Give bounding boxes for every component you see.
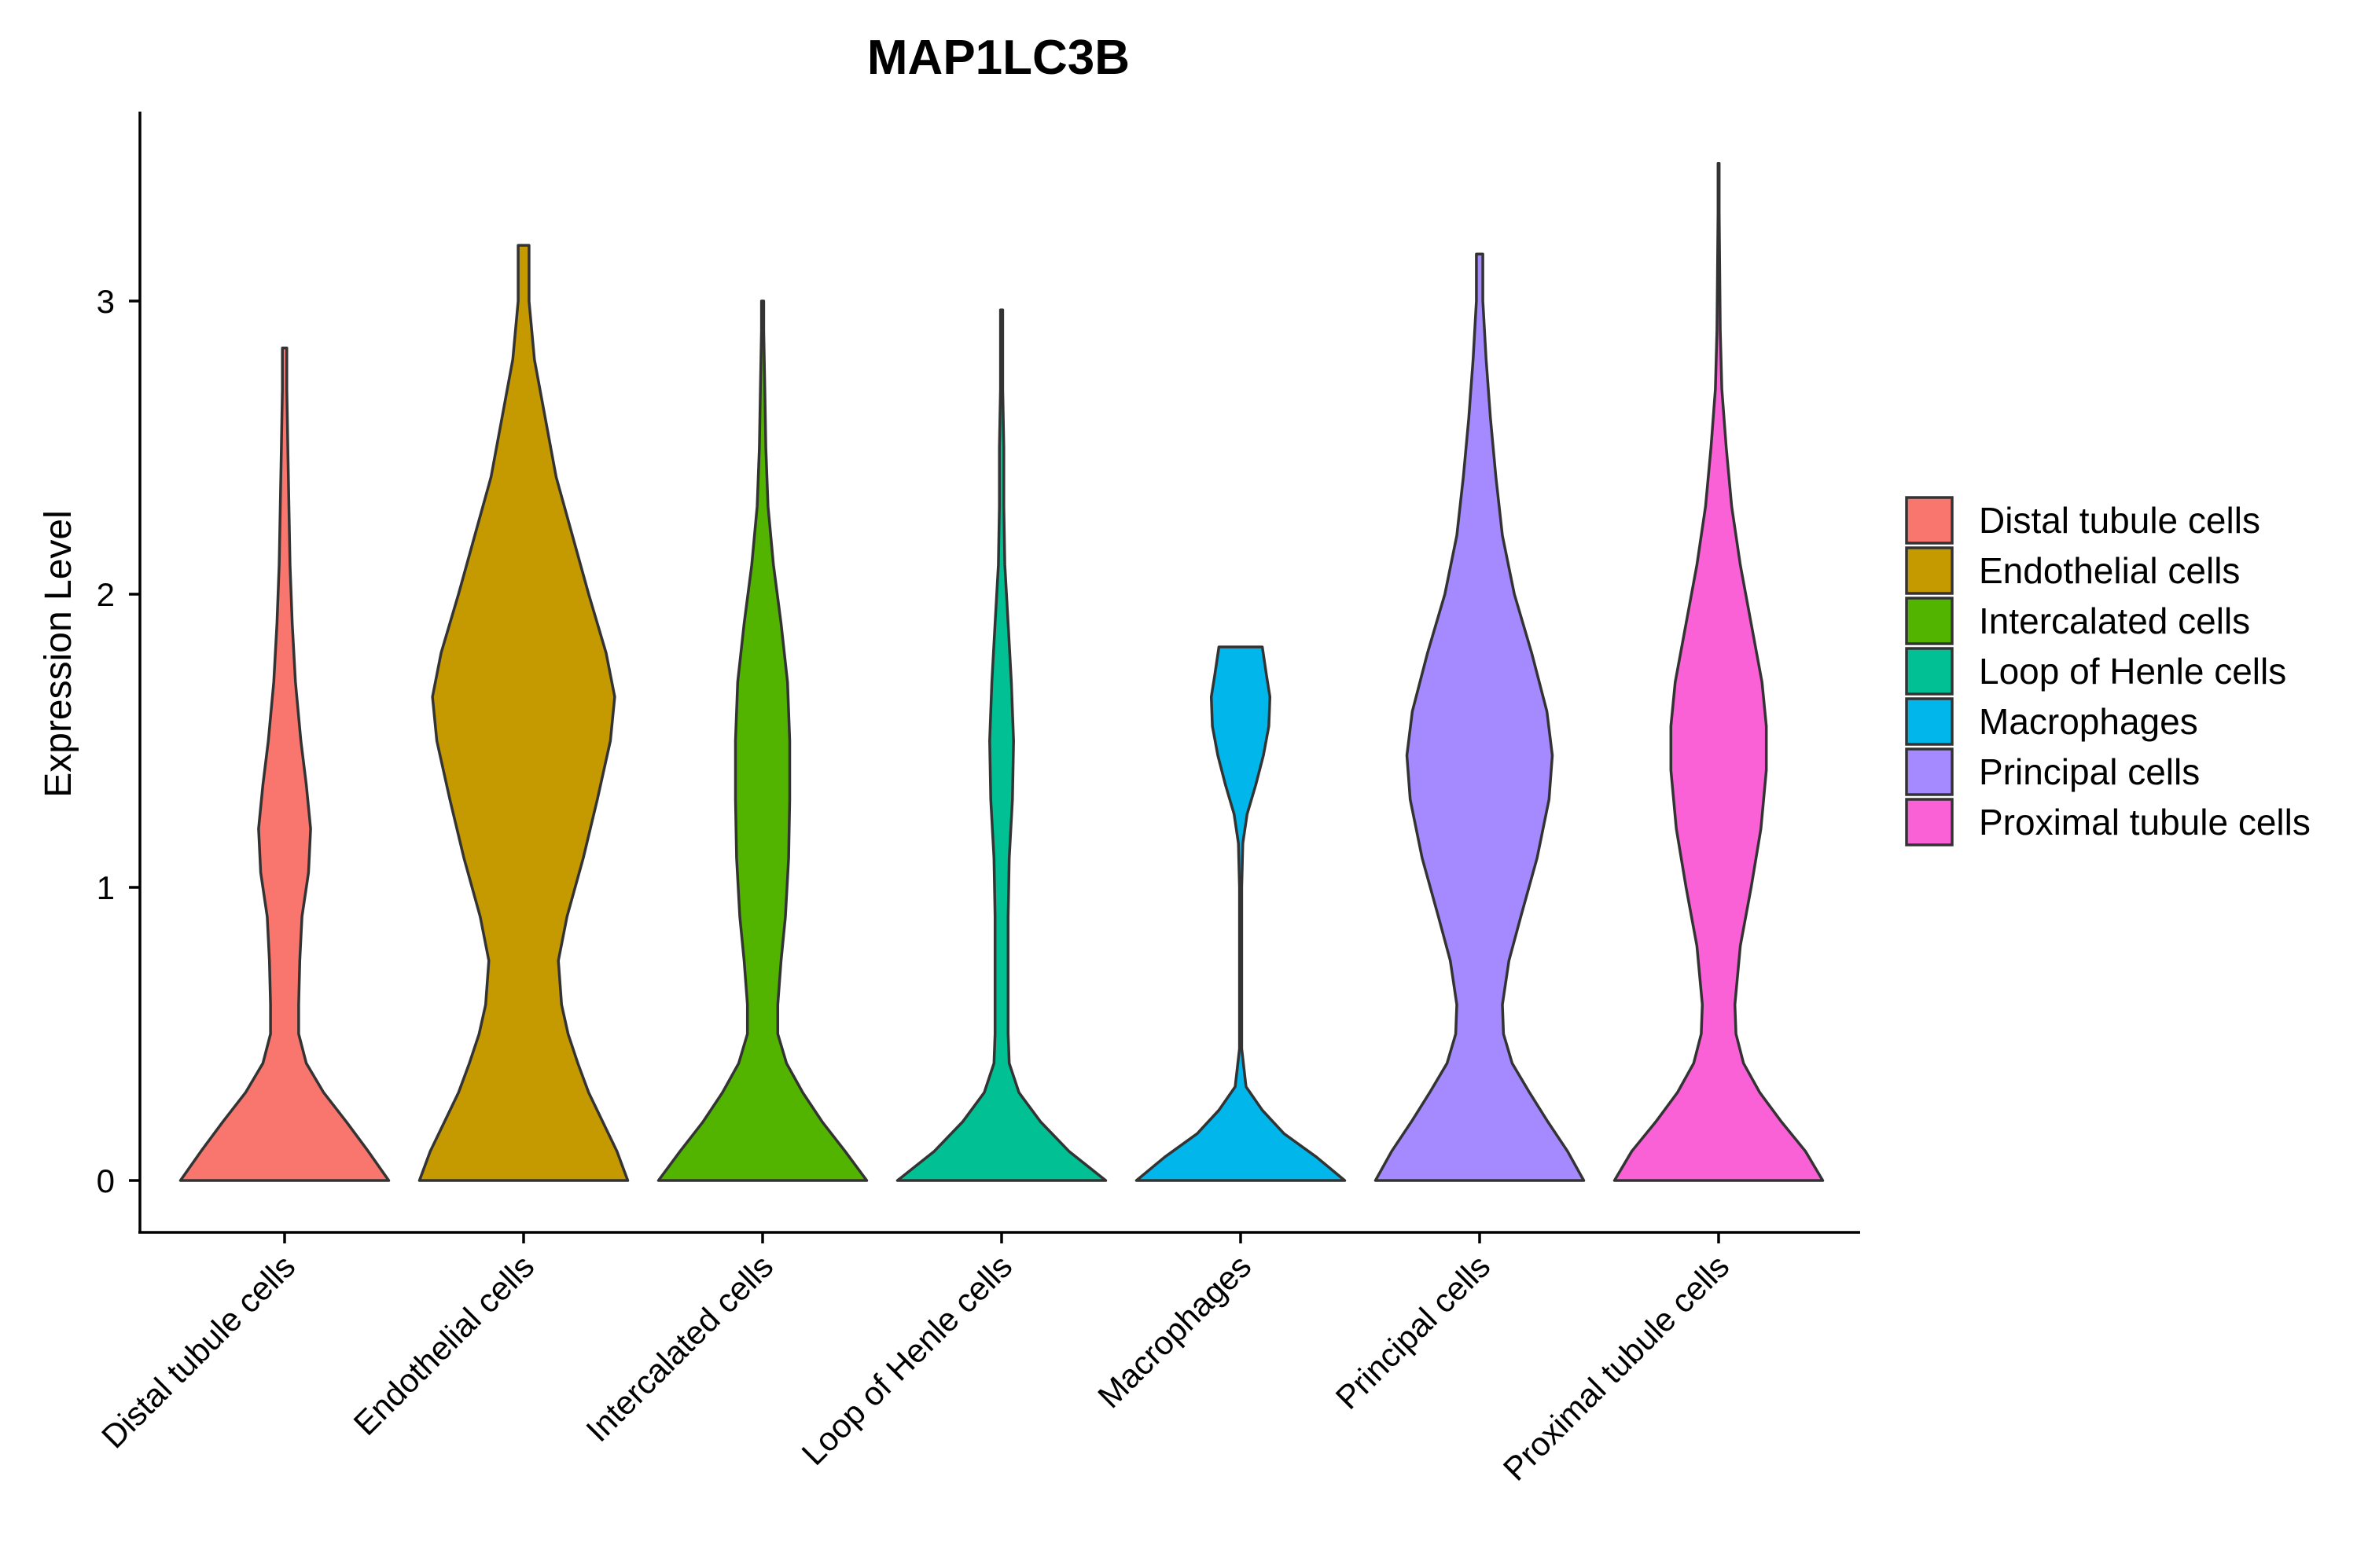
legend-swatch-distal-tubule-cells bbox=[1905, 496, 1954, 545]
violin-endothelial-cells bbox=[417, 244, 630, 1182]
x-axis-ticks: Distal tubule cells Endothelial cells Inte… bbox=[94, 1232, 1736, 1488]
x-tick-label-principal-cells: Principal cells bbox=[1329, 1247, 1498, 1416]
legend-label-principal-cells: Principal cells bbox=[1979, 751, 2200, 792]
y-tick-label: 1 bbox=[97, 869, 115, 906]
legend-swatch-loop-of-henle-cells bbox=[1905, 647, 1954, 696]
legend-label-endothelial-cells: Endothelial cells bbox=[1979, 550, 2240, 591]
x-tick-label-proximal-tubule-cells: Proximal tubule cells bbox=[1496, 1247, 1737, 1488]
legend-swatch-endothelial-cells bbox=[1905, 546, 1954, 595]
y-axis-title: Expression Level bbox=[38, 510, 79, 798]
legend-label-distal-tubule-cells: Distal tubule cells bbox=[1979, 500, 2260, 541]
legend-label-loop-of-henle-cells: Loop of Henle cells bbox=[1979, 651, 2286, 692]
legend-swatch-macrophages bbox=[1905, 697, 1954, 746]
legend-swatch-principal-cells bbox=[1905, 747, 1954, 796]
legend-label-proximal-tubule-cells: Proximal tubule cells bbox=[1979, 802, 2311, 843]
violin-macrophages bbox=[1134, 645, 1347, 1182]
legend: Distal tubule cells Endothelial cells Inte… bbox=[1905, 496, 2311, 846]
x-tick-label-distal-tubule-cells: Distal tubule cells bbox=[94, 1247, 302, 1455]
violins-group bbox=[178, 161, 1825, 1182]
legend-label-macrophages: Macrophages bbox=[1979, 701, 2198, 742]
x-tick-label-endothelial-cells: Endothelial cells bbox=[347, 1247, 542, 1442]
violin-proximal-tubule-cells bbox=[1612, 161, 1825, 1182]
y-tick-label: 0 bbox=[97, 1162, 115, 1199]
chart-title: MAP1LC3B bbox=[867, 31, 1130, 85]
x-tick-label-loop-of-henle-cells: Loop of Henle cells bbox=[795, 1247, 1020, 1472]
y-tick-label: 2 bbox=[97, 576, 115, 613]
x-tick-label-macrophages: Macrophages bbox=[1090, 1247, 1258, 1415]
legend-swatch-intercalated-cells bbox=[1905, 597, 1954, 645]
violin-loop-of-henle-cells bbox=[895, 308, 1108, 1182]
y-tick-label: 3 bbox=[97, 283, 115, 320]
violin-principal-cells bbox=[1373, 252, 1586, 1182]
legend-label-intercalated-cells: Intercalated cells bbox=[1979, 600, 2250, 641]
violin-intercalated-cells bbox=[656, 299, 869, 1182]
y-axis-ticks: 0 1 2 3 bbox=[97, 283, 140, 1199]
violin-distal-tubule-cells bbox=[178, 346, 391, 1182]
legend-swatch-proximal-tubule-cells bbox=[1905, 798, 1954, 846]
x-tick-label-intercalated-cells: Intercalated cells bbox=[579, 1247, 780, 1449]
